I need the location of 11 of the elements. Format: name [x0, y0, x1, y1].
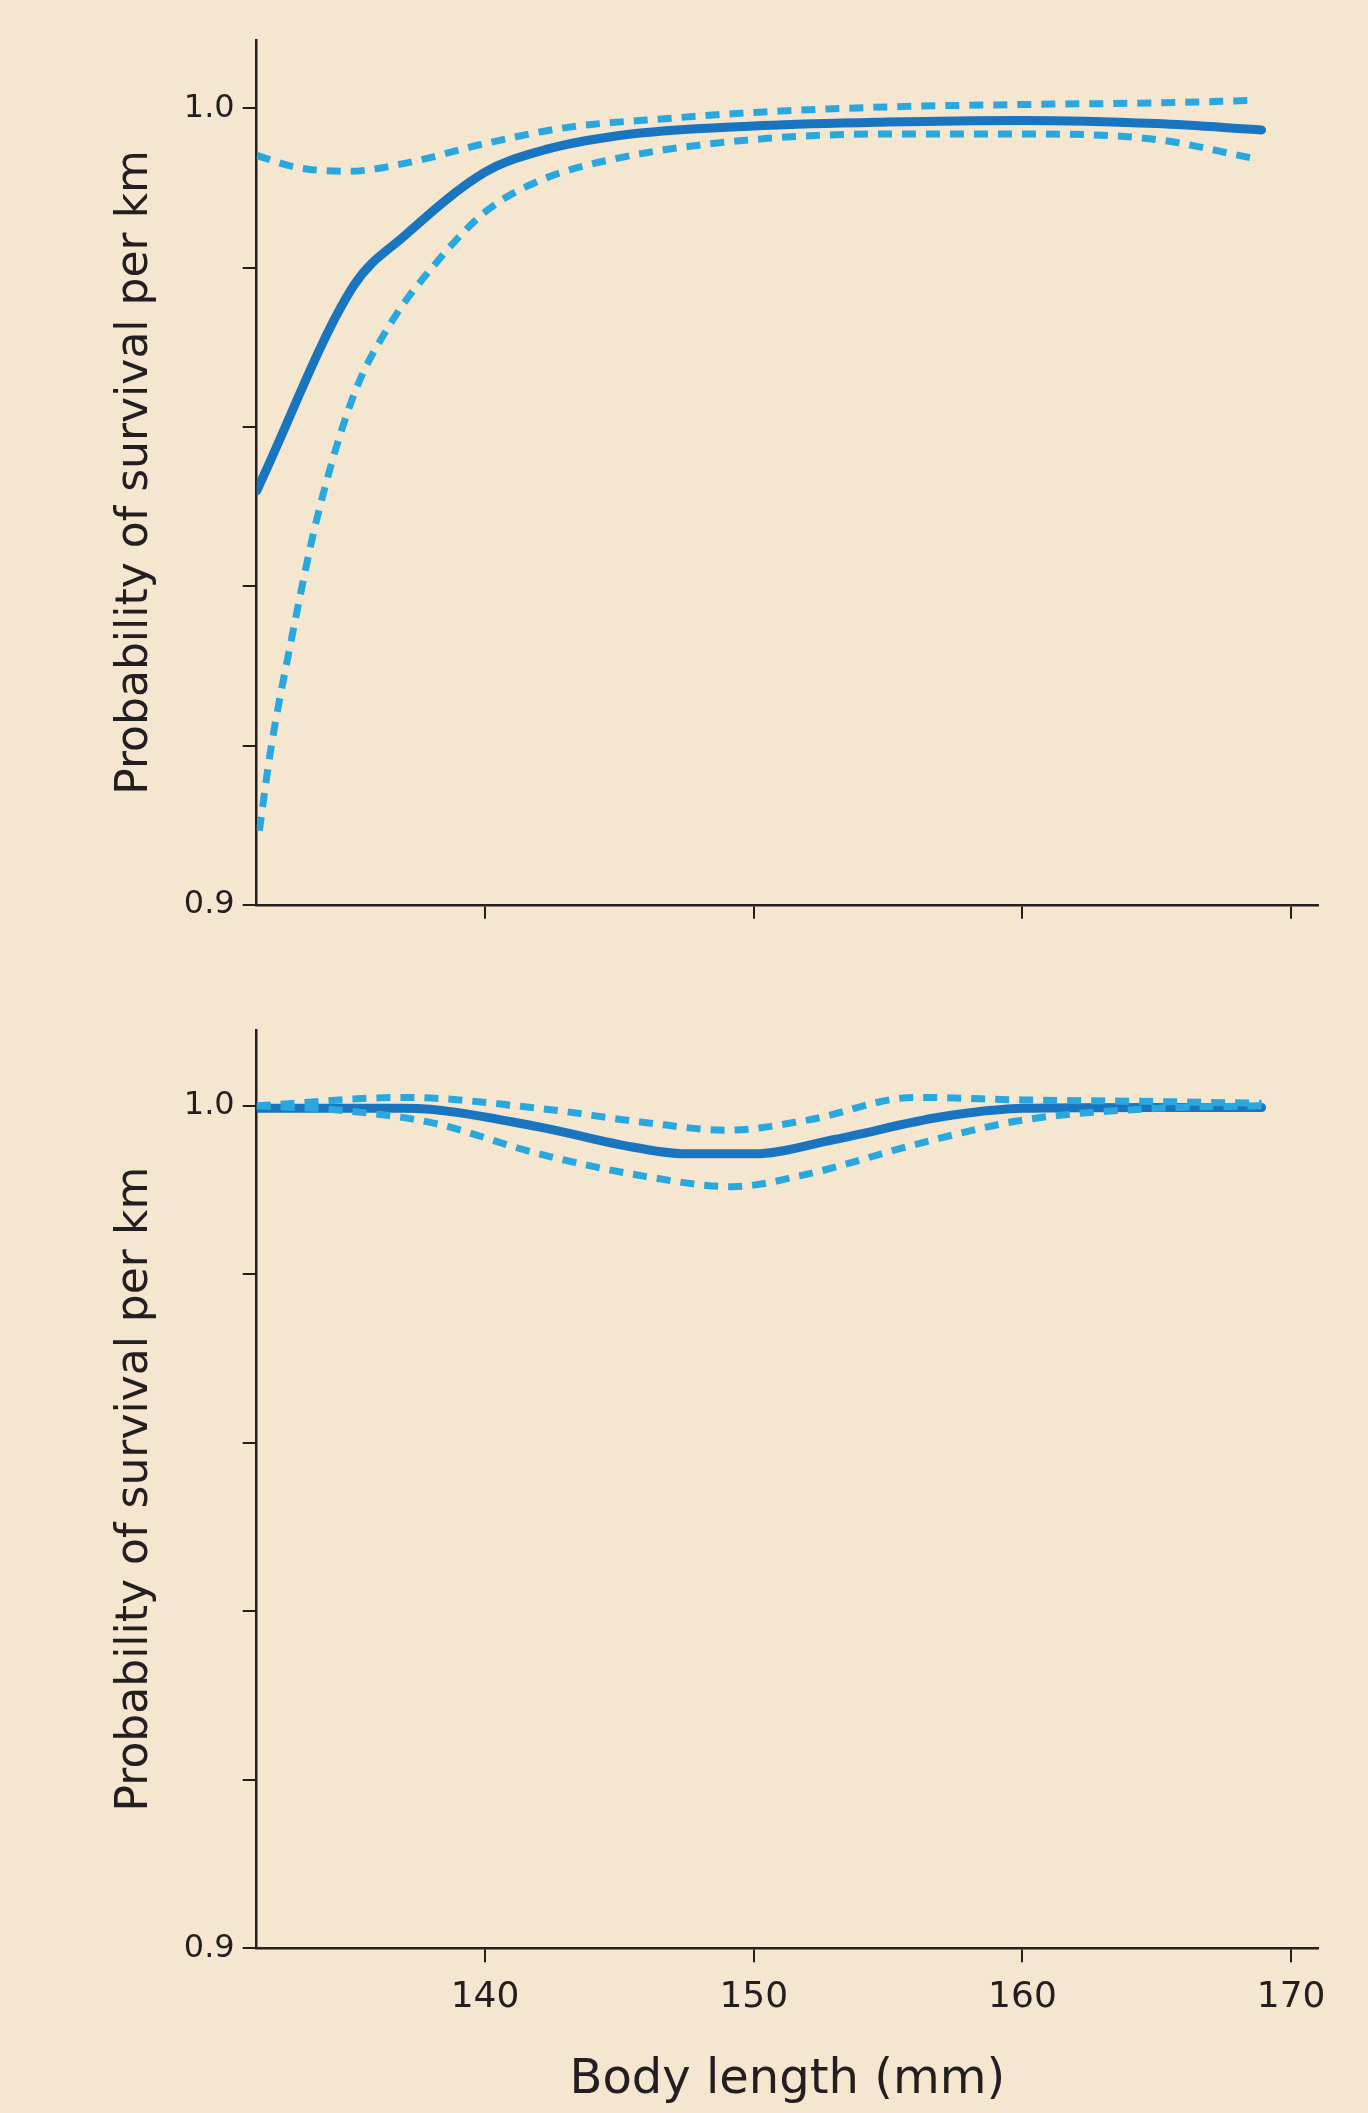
- y-axis-title: Probability of survival per km: [105, 1166, 157, 1812]
- x-tick-label: 160: [988, 1974, 1057, 2016]
- y-tick-label: 0.9: [183, 883, 235, 922]
- y-axis-title: Probability of survival per km: [105, 150, 157, 795]
- y-tick-label: 1.0: [183, 86, 235, 125]
- y-tick-label: 0.9: [183, 1926, 235, 1965]
- x-tick-label: 150: [719, 1974, 789, 2016]
- y-tick-label: 1.0: [183, 1084, 235, 1123]
- x-axis-title: Body length (mm): [569, 2047, 1006, 2104]
- x-tick-label: 170: [1256, 1974, 1326, 2016]
- x-tick-label: 140: [450, 1974, 520, 2016]
